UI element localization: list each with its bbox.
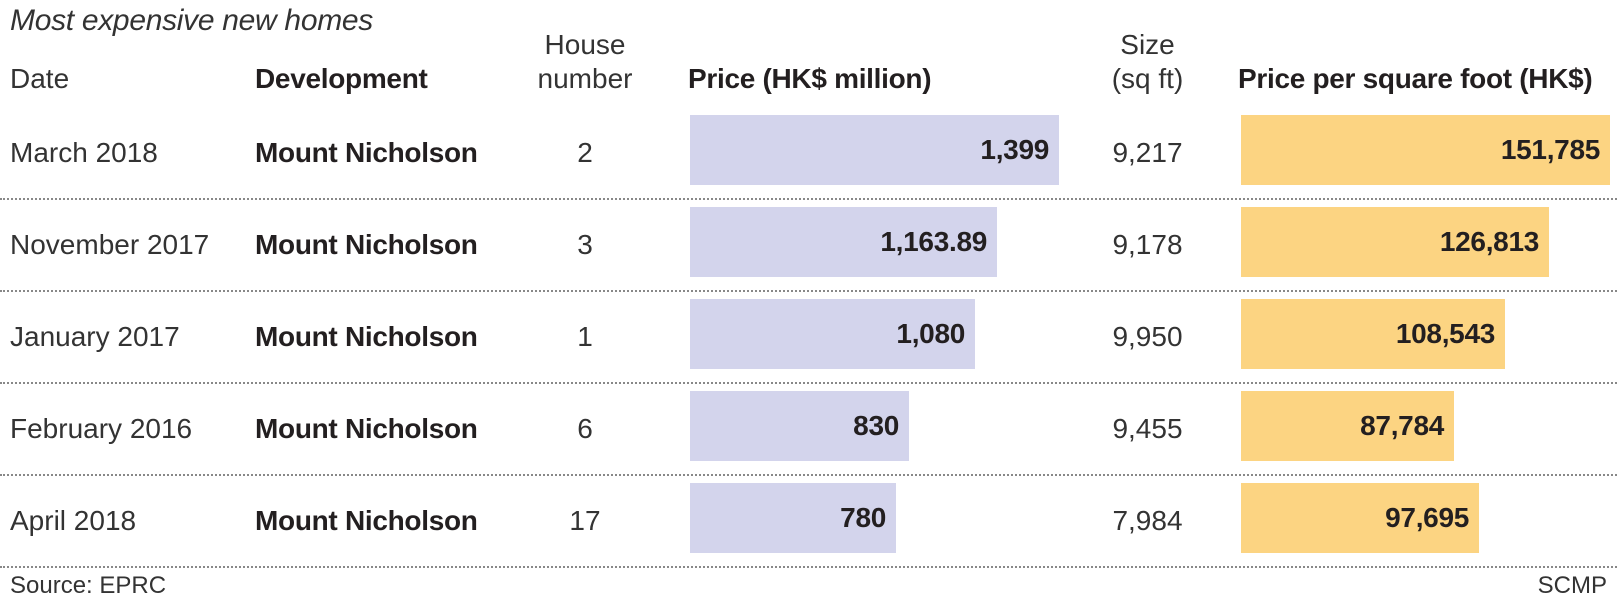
row-development: Mount Nicholson bbox=[255, 137, 478, 168]
header-price: Price (HK$ million) bbox=[688, 63, 932, 94]
price-bar bbox=[690, 115, 1059, 185]
credit-note: SCMP bbox=[1537, 572, 1607, 599]
price-label: 830 bbox=[853, 410, 899, 441]
source-note: Source: EPRC bbox=[10, 572, 167, 599]
price-per-sqft-bar bbox=[1241, 115, 1610, 185]
price-bar bbox=[690, 207, 997, 277]
header-size-line2: (sq ft) bbox=[1111, 63, 1184, 94]
price-per-sqft-label: 97,695 bbox=[1385, 502, 1469, 533]
row-date: February 2016 bbox=[10, 413, 193, 444]
header-price-per-sqft: Price per square foot (HK$) bbox=[1238, 63, 1593, 94]
row-date: April 2018 bbox=[10, 505, 137, 536]
table-row: April 2018 Mount Nicholson 17 780 7,984 97,69… bbox=[0, 475, 1617, 567]
header-size-line1: Size bbox=[1120, 29, 1175, 60]
price-bar bbox=[690, 299, 975, 369]
price-bar bbox=[690, 483, 896, 553]
row-date: January 2017 bbox=[10, 321, 180, 352]
row-house-number: 6 bbox=[577, 413, 593, 444]
table-row: February 2016 Mount Nicholson 6 830 9,455 87,… bbox=[0, 383, 1617, 475]
row-development: Mount Nicholson bbox=[255, 321, 478, 352]
row-date: March 2018 bbox=[10, 137, 158, 168]
header-date: Date bbox=[10, 63, 70, 94]
price-label: 1,399 bbox=[980, 134, 1049, 165]
row-development: Mount Nicholson bbox=[255, 413, 478, 444]
row-house-number: 2 bbox=[577, 137, 593, 168]
row-divider bbox=[0, 474, 1617, 476]
header-development: Development bbox=[255, 63, 428, 94]
price-per-sqft-label: 108,543 bbox=[1395, 318, 1495, 349]
row-development: Mount Nicholson bbox=[255, 505, 478, 536]
price-per-sqft-bar bbox=[1241, 299, 1505, 369]
row-divider bbox=[0, 566, 1617, 568]
row-divider bbox=[0, 290, 1617, 292]
price-per-sqft-bar bbox=[1241, 483, 1479, 553]
row-house-number: 3 bbox=[577, 229, 593, 260]
price-per-sqft-bar bbox=[1241, 207, 1549, 277]
price-label: 780 bbox=[840, 502, 886, 533]
row-development: Mount Nicholson bbox=[255, 229, 478, 260]
price-per-sqft-label: 126,813 bbox=[1439, 226, 1539, 257]
row-divider bbox=[0, 198, 1617, 200]
price-per-sqft-label: 151,785 bbox=[1500, 134, 1600, 165]
row-date: November 2017 bbox=[10, 229, 210, 260]
row-house-number: 1 bbox=[577, 321, 593, 352]
price-label: 1,163.89 bbox=[880, 226, 987, 257]
header-house-line1: House bbox=[544, 29, 626, 60]
row-size: 9,178 bbox=[1112, 229, 1183, 260]
row-size: 9,455 bbox=[1112, 413, 1183, 444]
price-label: 1,080 bbox=[896, 318, 965, 349]
row-size: 7,984 bbox=[1112, 505, 1183, 536]
price-per-sqft-label: 87,784 bbox=[1360, 410, 1444, 441]
header-house-line2: number bbox=[537, 63, 633, 94]
row-size: 9,950 bbox=[1112, 321, 1183, 352]
table-row: March 2018 Mount Nicholson 2 1,399 9,217 151,… bbox=[0, 107, 1617, 199]
table-row: January 2017 Mount Nicholson 1 1,080 9,950 10… bbox=[0, 291, 1617, 383]
price-per-sqft-bar bbox=[1241, 391, 1454, 461]
row-house-number: 17 bbox=[569, 505, 601, 536]
table-row: November 2017 Mount Nicholson 3 1,163.89 9,1… bbox=[0, 199, 1617, 291]
chart-title: Most expensive new homes bbox=[10, 4, 373, 37]
row-size: 9,217 bbox=[1112, 137, 1183, 168]
price-bar bbox=[690, 391, 909, 461]
row-divider bbox=[0, 382, 1617, 384]
